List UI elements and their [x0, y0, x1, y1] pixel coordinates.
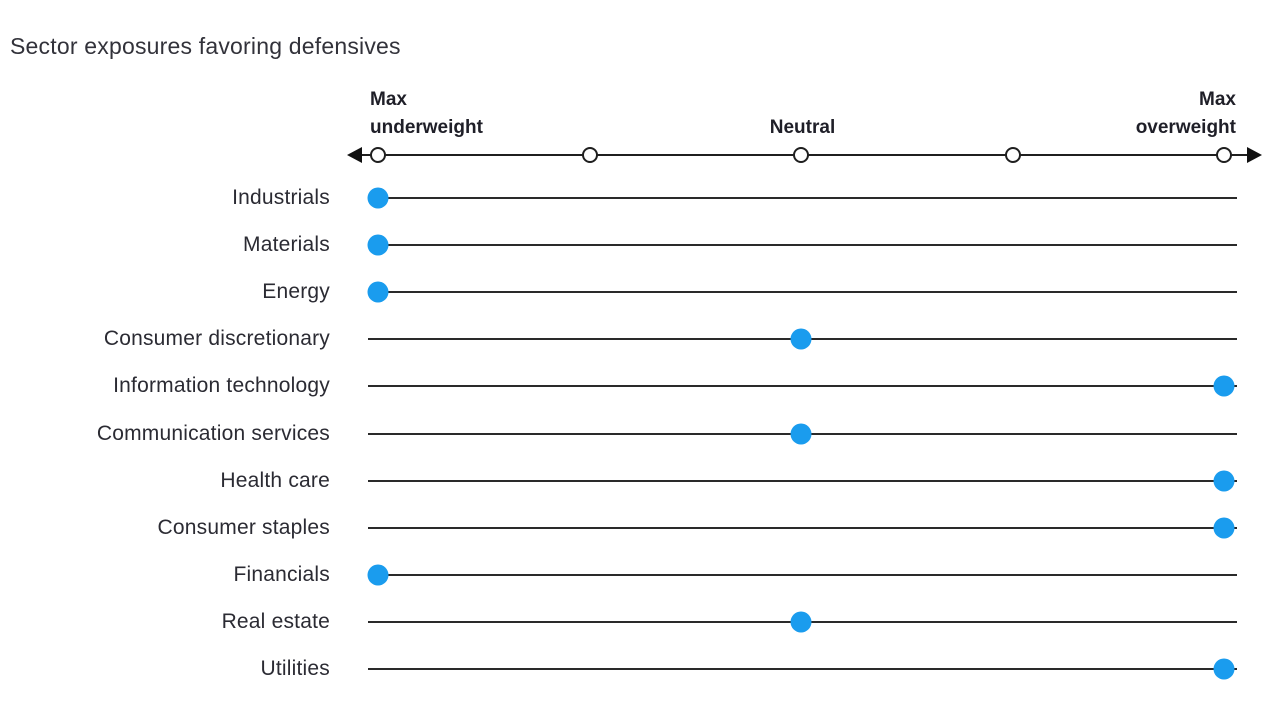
- axis-label-neutral: Neutral: [769, 117, 836, 138]
- sector-row: Communication services: [0, 410, 1280, 457]
- sector-label: Health care: [220, 468, 330, 492]
- sector-track: [367, 175, 1237, 222]
- sector-label: Energy: [262, 280, 330, 304]
- sector-track: [368, 598, 1237, 645]
- sector-row: Industrials: [0, 175, 1280, 222]
- sector-label: Real estate: [221, 609, 330, 633]
- sector-dot: [367, 281, 389, 303]
- sector-dot: [367, 187, 389, 209]
- sector-label: Materials: [243, 233, 330, 257]
- sector-line: [368, 479, 1237, 482]
- sector-row: Energy: [0, 269, 1280, 316]
- sector-label: Consumer staples: [157, 515, 330, 539]
- axis-header: Max underweight Neutral Max overweight: [368, 84, 1237, 142]
- sector-row: Consumer staples: [0, 504, 1280, 551]
- sector-track: [367, 269, 1237, 316]
- axis-label-max-overweight: Max overweight: [1135, 89, 1236, 138]
- sector-dot: [367, 564, 389, 586]
- sector-row: Financials: [0, 551, 1280, 598]
- sector-track: [368, 646, 1237, 693]
- sector-track: [368, 410, 1237, 457]
- sector-dot: [790, 328, 812, 350]
- sector-dot: [367, 234, 389, 256]
- axis-line: [352, 154, 1254, 156]
- sector-line: [368, 385, 1237, 388]
- sector-line: [368, 197, 1237, 199]
- axis-tick-circle: [1216, 147, 1232, 163]
- sector-line: [368, 668, 1237, 670]
- sector-line: [368, 291, 1237, 294]
- chart-title: Sector exposures favoring defensives: [10, 33, 401, 59]
- sector-track: [367, 551, 1237, 598]
- sector-dot: [1213, 658, 1235, 680]
- axis-tick-circle: [793, 147, 809, 163]
- sector-dot: [790, 611, 812, 633]
- sector-label: Communication services: [96, 421, 330, 445]
- sector-label: Financials: [233, 562, 330, 586]
- sector-track: [368, 316, 1237, 363]
- sector-label: Consumer discretionary: [103, 327, 330, 351]
- sector-track: [368, 504, 1237, 551]
- sector-line: [368, 573, 1237, 576]
- sector-dot: [790, 423, 812, 444]
- sector-dot: [1213, 375, 1235, 397]
- axis-tick-circle: [581, 147, 598, 163]
- sector-dot: [1213, 470, 1235, 492]
- sector-row: Materials: [0, 222, 1280, 269]
- sector-line: [368, 244, 1237, 247]
- sector-row: Information technology: [0, 363, 1280, 410]
- sector-row: Consumer discretionary: [0, 316, 1280, 363]
- sector-line: [368, 526, 1237, 529]
- sector-track: [368, 363, 1237, 410]
- sector-row: Utilities: [0, 646, 1280, 693]
- sector-label: Industrials: [232, 186, 330, 209]
- axis-tick-circle: [1004, 147, 1021, 163]
- arrow-right-icon: [1247, 147, 1262, 163]
- sector-row: Health care: [0, 457, 1280, 504]
- sector-track: [368, 457, 1237, 504]
- sector-dot: [1213, 517, 1235, 539]
- sector-label: Information technology: [113, 374, 330, 398]
- sector-label: Utilities: [260, 657, 330, 680]
- axis-tick-circle: [370, 147, 386, 163]
- sector-row: Real estate: [0, 598, 1280, 645]
- axis-label-max-underweight: Max underweight: [370, 89, 483, 138]
- sector-track: [367, 222, 1237, 269]
- arrow-left-icon: [347, 147, 362, 163]
